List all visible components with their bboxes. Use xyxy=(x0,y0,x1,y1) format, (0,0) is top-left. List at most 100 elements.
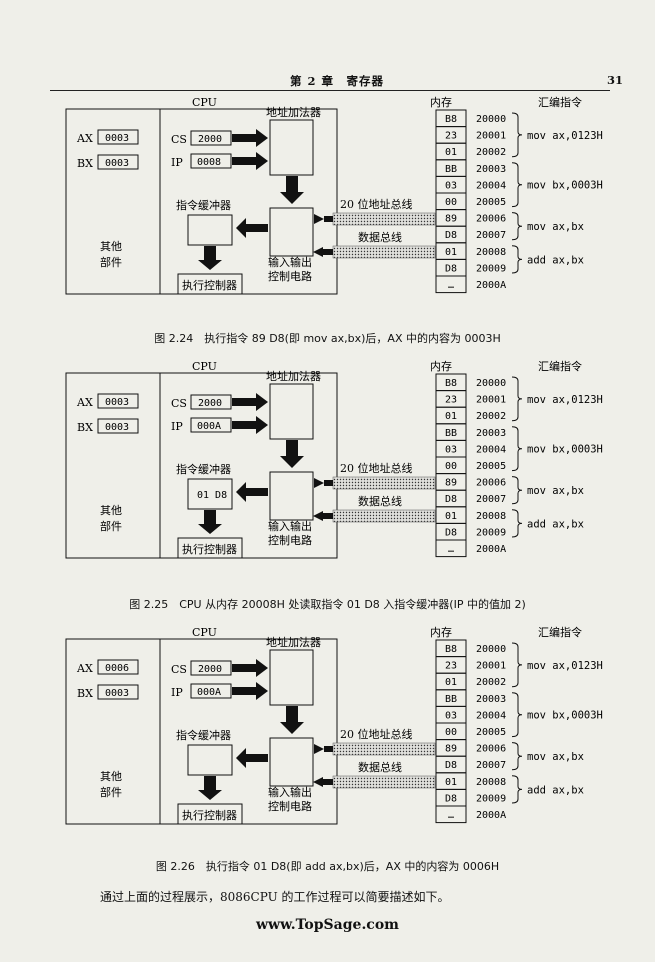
cs-register xyxy=(190,130,232,146)
instruction-text: mov bx,0003H xyxy=(527,444,603,456)
brace xyxy=(511,642,523,688)
memory-addresses: 20000 20001 20002 20003 20004 20005 20006 20007… xyxy=(476,644,506,821)
footer-url: www.TopSage.com xyxy=(256,917,399,933)
adder-down-arrow xyxy=(280,440,304,468)
cs-label: CS xyxy=(171,397,187,410)
ip-label: IP xyxy=(171,420,183,433)
execution-controller xyxy=(177,537,243,559)
memory-byte: 23 xyxy=(445,131,457,142)
diagram-2-25: CPU AX 0003 BX 0003 其他 部件 CS 2000 IP 000… xyxy=(0,358,655,594)
brace xyxy=(511,742,523,771)
data-bus-arrow xyxy=(313,247,323,257)
cs-to-adder-arrow xyxy=(232,659,268,677)
memory-cells: B82301BB030089D801D8… xyxy=(435,373,467,558)
io-to-buffer-arrow xyxy=(236,218,268,238)
memory-cells: B82301BB030089D801D8… xyxy=(435,109,467,294)
instruction-text: mov bx,0003H xyxy=(527,710,603,722)
asm-header: 汇编指令 xyxy=(538,625,582,639)
memory-byte: D8 xyxy=(445,527,457,538)
instruction-text: add ax,bx xyxy=(527,254,584,266)
instruction-list: mov ax,0123H mov bx,0003H mov ax,bx add ax,… xyxy=(511,642,603,804)
memory-address: 20000 xyxy=(476,378,506,389)
address-adder-label: 地址加法器 xyxy=(266,105,321,119)
ip-to-adder-arrow xyxy=(232,152,268,170)
address-adder-label: 地址加法器 xyxy=(266,369,321,383)
address-bus xyxy=(332,476,436,490)
memory-address: 2000A xyxy=(476,544,506,555)
memory-byte: 89 xyxy=(445,744,457,755)
io-control-label-1: 输入输出 xyxy=(268,255,312,269)
address-bus-label: 20 位地址总线 xyxy=(340,197,413,211)
address-bus xyxy=(332,742,436,756)
execution-controller-label: 执行控制器 xyxy=(182,542,237,556)
memory-address: 20009 xyxy=(476,793,506,804)
ip-register xyxy=(190,153,232,169)
header-rule xyxy=(50,90,610,91)
ax-label: AX xyxy=(76,132,93,145)
caption-2-24: 图 2.24 执行指令 89 D8(即 mov ax,bx)后，AX 中的内容为… xyxy=(154,332,501,345)
memory-byte: 00 xyxy=(445,727,457,738)
data-bus-arrow xyxy=(313,777,323,787)
io-control-box xyxy=(269,471,314,521)
io-to-buffer-arrow xyxy=(236,748,268,768)
memory-cell xyxy=(435,805,467,824)
memory-byte: 01 xyxy=(445,411,457,422)
memory-byte: BB xyxy=(445,164,457,175)
memory-byte: D8 xyxy=(445,263,457,274)
address-bus-label: 20 位地址总线 xyxy=(340,461,413,475)
instruction-text: mov ax,0123H xyxy=(527,660,603,672)
memory-address: 20001 xyxy=(476,395,506,406)
bx-label: BX xyxy=(77,157,93,170)
cs-label: CS xyxy=(171,133,187,146)
asm-header: 汇编指令 xyxy=(538,95,582,109)
adder-down-arrow xyxy=(280,706,304,734)
instruction-text: add ax,bx xyxy=(527,518,584,530)
memory-byte: 03 xyxy=(445,710,457,721)
memory-address: 20000 xyxy=(476,644,506,655)
brace xyxy=(511,212,523,241)
brace xyxy=(511,112,523,158)
io-control-label-1: 输入输出 xyxy=(268,519,312,533)
memory-address: 20005 xyxy=(476,461,506,472)
page-number: 31 xyxy=(607,73,624,87)
memory-address: 20006 xyxy=(476,214,506,225)
memory-byte: B8 xyxy=(445,644,457,655)
bx-register xyxy=(97,684,139,700)
memory-address: 20005 xyxy=(476,727,506,738)
data-bus-arrow xyxy=(313,511,323,521)
memory-address: 20004 xyxy=(476,710,506,721)
memory-address: 20006 xyxy=(476,478,506,489)
address-adder-label: 地址加法器 xyxy=(266,635,321,649)
instruction-buffer xyxy=(187,214,233,246)
chapter-title: 第 2 章 寄存器 xyxy=(290,74,385,88)
bx-register xyxy=(97,418,139,434)
memory-address: 20001 xyxy=(476,131,506,142)
memory-label: 内存 xyxy=(430,625,452,639)
memory-address: 20002 xyxy=(476,677,506,688)
data-bus xyxy=(332,245,436,259)
memory-byte: 00 xyxy=(445,197,457,208)
memory-address: 20007 xyxy=(476,760,506,771)
memory-byte: D8 xyxy=(445,230,457,241)
memory-byte: D8 xyxy=(445,494,457,505)
instruction-text: add ax,bx xyxy=(527,784,584,796)
execution-controller-label: 执行控制器 xyxy=(182,278,237,292)
instruction-buffer-label: 指令缓冲器 xyxy=(176,198,231,212)
ip-value: 000A xyxy=(197,687,221,698)
ax-register xyxy=(97,659,139,675)
instruction-text: mov ax,0123H xyxy=(527,130,603,142)
cpu-memory-diagram: CPU AX 0003 BX 0003 其他 部件 CS 2000 IP 000… xyxy=(65,359,603,559)
cs-value: 2000 xyxy=(198,398,222,409)
memory-byte: 23 xyxy=(445,395,457,406)
memory-byte: … xyxy=(448,544,454,555)
cpu-memory-diagram: CPU AX 0003 BX 0003 其他 部件 CS 2000 IP 000… xyxy=(65,95,603,295)
memory-address: 20001 xyxy=(476,661,506,672)
brace xyxy=(511,692,523,738)
ax-value: 0003 xyxy=(105,397,129,408)
buffer-down-arrow xyxy=(198,246,222,270)
page-header: 第 2 章 寄存器 31 xyxy=(0,73,655,91)
bx-value: 0003 xyxy=(105,158,129,169)
memory-byte: 03 xyxy=(445,444,457,455)
memory-byte: 01 xyxy=(445,677,457,688)
brace xyxy=(511,775,523,804)
